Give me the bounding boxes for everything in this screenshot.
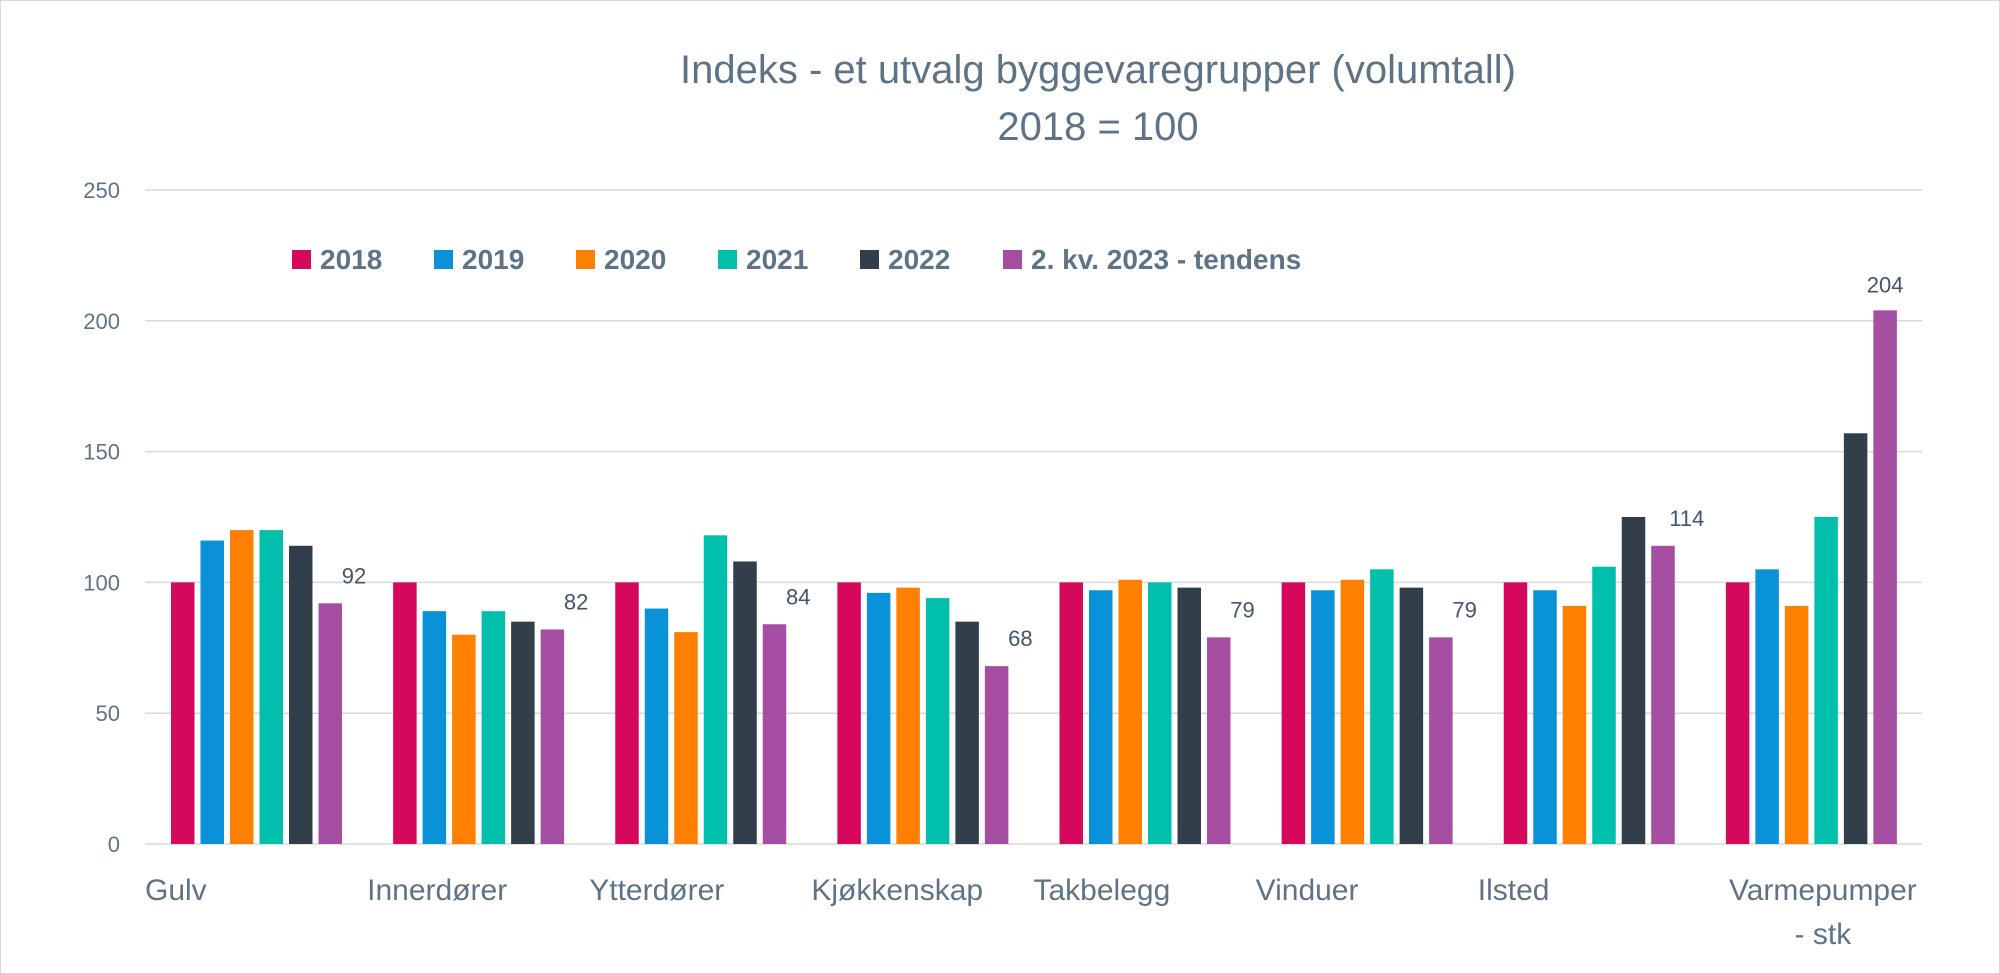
bar <box>1784 605 1809 844</box>
data-label: 82 <box>564 589 588 614</box>
bar <box>762 624 787 844</box>
data-label: 84 <box>786 584 810 609</box>
data-label: 68 <box>1008 626 1032 651</box>
bar <box>540 629 565 844</box>
bar <box>393 582 417 844</box>
bar <box>1177 587 1201 844</box>
bar <box>703 535 728 844</box>
legend-label: 2019 <box>462 244 524 275</box>
bar <box>615 582 639 844</box>
bar <box>1503 582 1528 844</box>
legend-swatch <box>434 250 453 269</box>
bar <box>837 582 861 844</box>
data-label: 114 <box>1669 506 1704 531</box>
data-label: 204 <box>1867 272 1904 297</box>
legend-label: 2022 <box>888 244 950 275</box>
y-tick-label: 200 <box>83 309 120 334</box>
bar <box>1873 310 1897 844</box>
bar <box>1118 579 1142 844</box>
data-label: 79 <box>1230 597 1254 622</box>
legend-label: 2020 <box>604 244 666 275</box>
bar <box>1814 517 1838 844</box>
bar <box>259 530 283 844</box>
bar <box>1059 582 1083 844</box>
bar <box>1562 605 1587 844</box>
bar <box>896 587 920 844</box>
legend-swatch <box>1003 250 1022 269</box>
x-category-label: Innerdører <box>367 874 507 907</box>
chart-subtitle: 2018 = 100 <box>997 105 1198 149</box>
bar <box>644 608 669 844</box>
bar <box>1533 590 1557 844</box>
legend-swatch <box>718 250 737 269</box>
legend-label: 2018 <box>320 244 382 275</box>
bar <box>1755 569 1779 844</box>
bar <box>925 598 950 844</box>
legend-label: 2021 <box>746 244 808 275</box>
bar <box>984 666 1009 844</box>
x-category-label: - stk <box>1795 918 1853 951</box>
bar <box>230 530 254 844</box>
bar <box>1148 582 1172 844</box>
bar <box>733 561 757 844</box>
x-category-label: Kjøkkenskap <box>811 874 983 907</box>
bar <box>1843 433 1868 844</box>
bar <box>171 582 195 844</box>
legend-swatch <box>860 250 879 269</box>
legend-swatch <box>292 250 311 269</box>
x-category-label: Vinduer <box>1256 874 1359 907</box>
bar <box>481 611 506 844</box>
y-tick-label: 150 <box>83 440 120 465</box>
bar <box>511 621 535 844</box>
y-tick-label: 100 <box>83 570 120 595</box>
bar <box>1340 579 1365 844</box>
bar <box>866 592 891 844</box>
x-category-label: Takbelegg <box>1034 874 1171 907</box>
y-tick-label: 0 <box>108 832 120 857</box>
bar <box>200 540 224 844</box>
legend-label: 2. kv. 2023 - tendens <box>1031 244 1301 275</box>
bar <box>955 621 979 844</box>
bar <box>1207 637 1231 844</box>
y-tick-label: 50 <box>96 701 120 726</box>
bar <box>1621 517 1646 844</box>
bar <box>318 603 342 844</box>
bar <box>422 611 447 844</box>
bar <box>1592 566 1616 844</box>
bar <box>1399 587 1424 844</box>
bar <box>1089 590 1113 844</box>
chart-title: Indeks - et utvalg byggevaregrupper (vol… <box>680 48 1516 92</box>
data-label: 92 <box>342 563 366 588</box>
legend-swatch <box>576 250 595 269</box>
bar <box>1281 582 1306 844</box>
y-tick-label: 250 <box>83 178 120 203</box>
data-label: 79 <box>1452 597 1476 622</box>
bar <box>1370 569 1394 844</box>
bar <box>1725 582 1750 844</box>
x-category-label: Ytterdører <box>589 874 724 907</box>
bar <box>1429 637 1453 844</box>
x-category-label: Ilsted <box>1478 874 1550 907</box>
bar <box>289 545 313 844</box>
bar <box>674 632 698 844</box>
x-category-label: Gulv <box>145 874 207 907</box>
bar <box>452 634 476 844</box>
bar <box>1311 590 1335 844</box>
x-category-label: Varmepumper <box>1729 874 1917 907</box>
bar <box>1651 545 1675 844</box>
